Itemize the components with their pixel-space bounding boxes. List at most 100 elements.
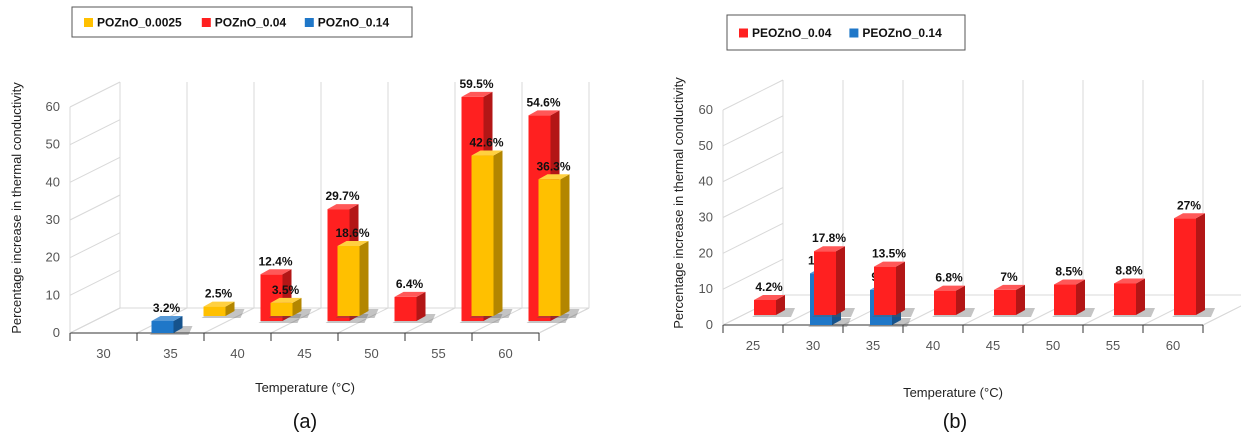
bar-top <box>754 294 785 300</box>
bar-top <box>528 110 560 116</box>
bar-top <box>1054 279 1085 285</box>
bar-side <box>776 294 785 315</box>
bar-top <box>814 246 845 252</box>
chart-panel-b: 0 10 20 30 40 50 60 25 30 35 40 45 50 55 60 Temperature… <box>671 14 1241 433</box>
legend-swatch <box>304 18 314 27</box>
legend-swatch <box>84 18 93 27</box>
bar-top <box>874 261 905 267</box>
data-label: 7% <box>1000 270 1018 284</box>
data-label: 13.5% <box>872 247 906 261</box>
data-label: 54.6% <box>526 95 560 109</box>
legend-label: PEOZnO_0.14 <box>862 26 942 40</box>
bar-front <box>538 179 561 316</box>
legend-frame <box>726 14 966 51</box>
bar <box>536 174 580 318</box>
data-label: 18.6% <box>335 226 369 240</box>
bar-front <box>814 251 836 315</box>
bar-front <box>394 296 417 321</box>
bar <box>149 315 193 335</box>
floor-right-edge <box>538 307 590 334</box>
legend-item: POZnO_0.14 <box>304 16 390 30</box>
y-tick-label: 40 <box>699 174 713 189</box>
bar-top <box>461 91 493 97</box>
x-tick-label: 40 <box>230 346 244 361</box>
bar <box>469 150 513 318</box>
y-tick-label: 20 <box>46 250 60 265</box>
chart-panel-a: 0 10 20 30 40 50 60 30 35 40 45 50 55 60 Temperature (… <box>9 6 590 433</box>
x-tick-label: 45 <box>297 346 311 361</box>
legend-item: PEOZnO_0.14 <box>849 26 942 40</box>
legend-label: POZnO_0.04 <box>215 16 287 30</box>
bar-top <box>260 269 292 275</box>
bar <box>1052 279 1095 317</box>
y-tick-label: 60 <box>46 99 60 114</box>
bar-side <box>1196 213 1205 315</box>
data-label: 4.2% <box>755 280 783 294</box>
gridline-side <box>69 194 121 221</box>
bar-top <box>270 297 302 303</box>
legend-label: POZnO_0.0025 <box>97 16 182 30</box>
x-axis-title: Temperature (°C) <box>903 385 1003 400</box>
data-label: 2.5% <box>205 287 233 301</box>
gridline-side <box>722 115 784 147</box>
panel-caption: (b) <box>943 411 967 433</box>
bar-top <box>394 291 426 297</box>
y-tick-label: 10 <box>699 281 713 296</box>
legend-item: POZnO_0.0025 <box>84 16 182 30</box>
bar <box>268 297 312 318</box>
gridline-floor <box>471 307 523 334</box>
x-axis-title: Temperature (°C) <box>255 380 355 395</box>
legend-label: POZnO_0.14 <box>318 16 390 30</box>
x-tick-label: 60 <box>1166 338 1180 353</box>
x-tick-label: 25 <box>746 338 760 353</box>
bar-side <box>359 240 369 316</box>
legend-item: POZnO_0.04 <box>201 16 287 30</box>
data-label: 59.5% <box>459 77 493 91</box>
data-label: 29.7% <box>325 189 359 203</box>
bar <box>335 240 379 318</box>
bar-top <box>151 315 183 321</box>
bar-side <box>896 261 905 315</box>
gridline-side <box>722 187 784 218</box>
bar <box>1112 278 1155 317</box>
bar <box>752 294 795 317</box>
bar-side <box>956 285 965 315</box>
bar <box>812 246 855 317</box>
bar-top <box>934 285 965 291</box>
bar-front <box>994 289 1016 315</box>
legend-item: PEOZnO_0.04 <box>739 26 832 40</box>
bar-side <box>173 315 183 333</box>
x-tick-label: 35 <box>866 338 880 353</box>
gridline-side <box>722 79 784 111</box>
x-tick-label: 55 <box>1106 338 1120 353</box>
bar <box>1172 213 1215 317</box>
y-tick-label: 0 <box>53 325 60 340</box>
gridline-side <box>69 119 121 146</box>
bar-front <box>151 320 174 333</box>
bar-side <box>836 246 845 315</box>
bar-top <box>203 301 235 307</box>
panel-caption: (a) <box>293 411 317 433</box>
legend-swatch <box>849 28 859 38</box>
data-label: 36.3% <box>536 159 570 173</box>
x-tick-label: 50 <box>364 346 378 361</box>
bar-top <box>327 204 359 210</box>
bar-top <box>1114 278 1145 284</box>
y-tick-label: 10 <box>46 287 60 302</box>
bar-top <box>1174 213 1205 219</box>
bar <box>872 261 915 317</box>
gridline-side <box>69 81 121 108</box>
bar-front <box>934 290 956 315</box>
legend-frame <box>71 6 413 38</box>
bar-side <box>292 297 302 316</box>
bar-top <box>471 150 503 156</box>
gridline-side <box>722 258 784 290</box>
gridline-floor <box>404 307 456 334</box>
x-tick-label: 30 <box>806 338 820 353</box>
y-tick-label: 50 <box>46 137 60 152</box>
bar <box>992 284 1035 317</box>
y-tick-label: 50 <box>699 138 713 153</box>
x-tick-label: 55 <box>431 346 445 361</box>
bar-side <box>416 291 426 321</box>
